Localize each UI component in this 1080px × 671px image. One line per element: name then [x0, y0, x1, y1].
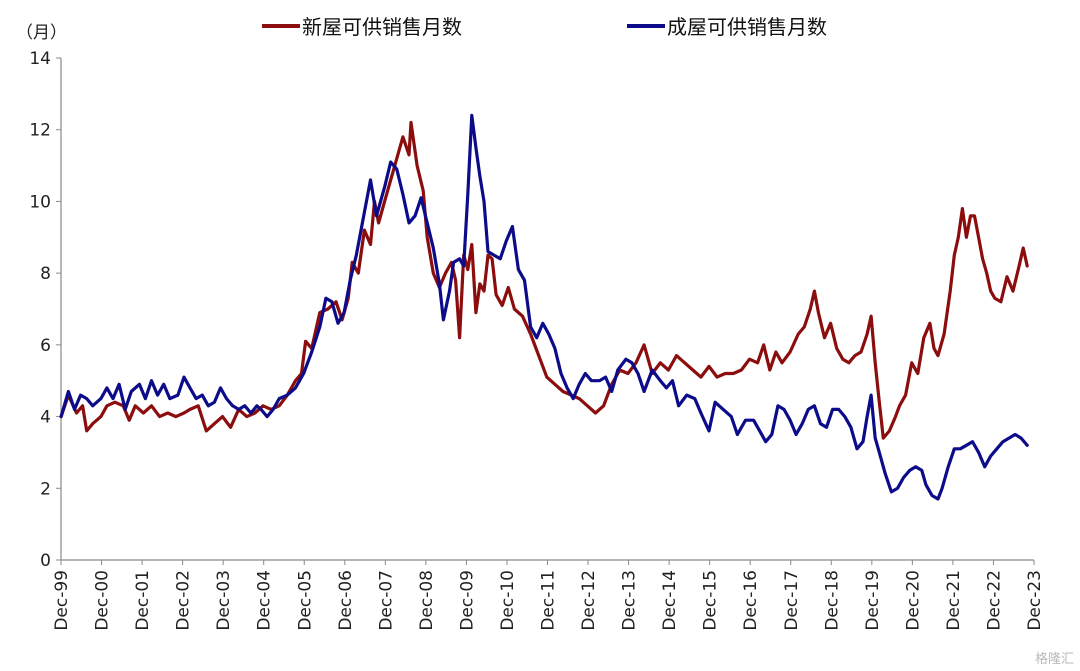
x-tick-label: Dec-10: [498, 570, 518, 631]
y-tick-label: 10: [29, 192, 51, 212]
series-line-2: [59, 113, 1029, 501]
x-tick-label: Dec-04: [255, 570, 275, 631]
x-tick-label: Dec-17: [782, 570, 802, 631]
x-tick-label: Dec-03: [214, 570, 234, 631]
x-tick-label: Dec-11: [539, 570, 559, 631]
x-tick-label: Dec-15: [701, 570, 721, 631]
x-tick-label: Dec-06: [336, 570, 356, 631]
x-tick-label: Dec-22: [984, 570, 1004, 631]
series-line-1: [59, 120, 1029, 440]
x-tick-label: Dec-12: [579, 570, 599, 631]
x-tick-label: Dec-13: [620, 570, 640, 631]
y-tick-label: 14: [29, 49, 51, 69]
series-lines: [59, 113, 1029, 501]
x-tick-label: Dec-01: [133, 570, 153, 631]
y-axis-ticks: 0 2 4 6 8 10 12 14: [29, 49, 61, 571]
x-tick-label: Dec-16: [741, 570, 761, 631]
y-tick-label: 8: [40, 264, 51, 284]
x-tick-label: Dec-05: [295, 570, 315, 631]
x-axis-ticks: Dec-99 Dec-00 Dec-01 Dec-02 Dec-03 Dec-04 Dec-…: [52, 560, 1045, 631]
y-unit-label: （月）: [16, 23, 67, 43]
x-tick-label: Dec-07: [376, 570, 396, 631]
x-tick-label: Dec-21: [944, 570, 964, 631]
y-tick-label: 12: [29, 121, 51, 141]
x-tick-label: Dec-99: [52, 570, 72, 631]
x-tick-label: Dec-08: [417, 570, 437, 631]
y-tick-label: 4: [40, 408, 51, 428]
x-tick-label: Dec-18: [822, 570, 842, 631]
legend: 新屋可供销售月数 成屋可供销售月数: [262, 15, 827, 39]
x-tick-label: Dec-23: [1025, 570, 1045, 631]
y-tick-label: 2: [40, 479, 51, 499]
x-tick-label: Dec-02: [174, 570, 194, 631]
y-tick-label: 6: [40, 336, 51, 356]
legend-label-2: 成屋可供销售月数: [667, 15, 827, 39]
x-tick-label: Dec-20: [903, 570, 923, 631]
x-tick-label: Dec-14: [660, 570, 680, 631]
x-tick-label: Dec-00: [93, 570, 113, 631]
legend-label-1: 新屋可供销售月数: [302, 15, 462, 39]
x-tick-label: Dec-19: [863, 570, 883, 631]
watermark-logo: 格隆汇: [1034, 652, 1074, 667]
y-tick-label: 0: [40, 551, 51, 571]
x-tick-label: Dec-09: [457, 570, 477, 631]
